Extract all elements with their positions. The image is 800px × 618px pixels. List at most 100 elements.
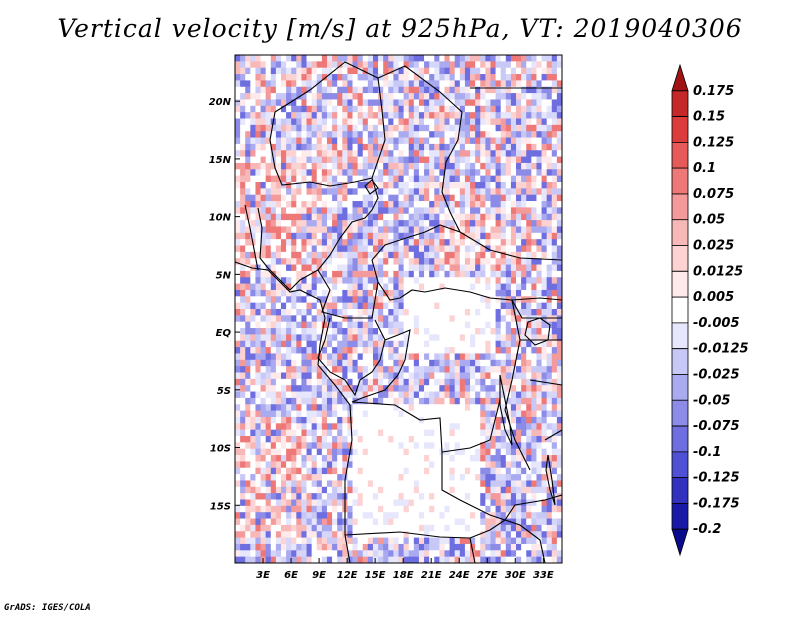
field-cell <box>286 423 292 431</box>
field-cell <box>490 124 496 132</box>
field-cell <box>454 359 461 367</box>
field-cell <box>388 112 394 119</box>
field-cell <box>311 397 318 405</box>
field-cell <box>500 518 507 526</box>
field-cell <box>301 480 307 488</box>
field-cell <box>378 118 384 126</box>
field-cell <box>449 347 456 354</box>
field-cell <box>235 340 241 348</box>
field-cell <box>250 80 256 88</box>
field-cell <box>526 245 532 253</box>
field-cell <box>464 448 471 456</box>
field-cell <box>526 137 532 145</box>
field-cell <box>429 423 435 431</box>
field-cell <box>546 67 553 75</box>
field-cell <box>505 80 512 88</box>
field-cell <box>536 404 542 411</box>
field-cell <box>408 105 415 113</box>
field-cell <box>286 442 292 450</box>
field-cell <box>556 80 563 88</box>
field-cell <box>367 289 374 297</box>
field-cell <box>485 416 491 424</box>
field-cell <box>500 309 507 316</box>
field-cell <box>393 347 399 354</box>
field-cell <box>490 118 496 126</box>
field-cell <box>424 226 430 234</box>
field-cell <box>255 175 261 183</box>
field-cell <box>556 543 563 551</box>
field-cell <box>398 289 405 297</box>
field-cell <box>444 499 450 507</box>
field-cell <box>413 372 420 380</box>
field-cell <box>541 347 548 354</box>
field-cell <box>516 436 522 443</box>
field-cell <box>255 404 261 411</box>
field-cell <box>326 467 333 475</box>
field-cell <box>362 143 369 151</box>
field-cell <box>296 182 302 189</box>
field-cell <box>347 105 353 113</box>
field-cell <box>245 474 251 481</box>
field-cell <box>500 499 507 507</box>
field-cell <box>521 118 527 126</box>
field-cell <box>296 493 302 500</box>
field-cell <box>296 340 302 348</box>
field-cell <box>516 207 522 215</box>
field-cell <box>536 264 542 272</box>
field-cell <box>311 93 318 100</box>
field-cell <box>270 385 277 392</box>
field-cell <box>326 518 333 526</box>
field-cell <box>429 232 435 240</box>
field-cell <box>362 93 369 100</box>
field-cell <box>357 67 364 75</box>
field-cell <box>306 232 313 240</box>
field-cell <box>311 283 318 291</box>
field-cell <box>429 264 435 272</box>
field-cell <box>260 505 267 513</box>
field-cell <box>316 270 323 278</box>
field-cell <box>485 397 491 405</box>
field-cell <box>556 461 563 469</box>
field-cell <box>378 359 384 367</box>
field-cell <box>260 512 267 519</box>
field-cell <box>429 162 435 170</box>
field-cell <box>531 105 537 113</box>
field-cell <box>265 213 272 221</box>
field-cell <box>413 448 420 456</box>
field-cell <box>378 188 384 196</box>
field-cell <box>311 118 318 126</box>
field-cell <box>332 474 338 481</box>
field-cell <box>326 270 333 278</box>
field-cell <box>418 359 425 367</box>
field-cell <box>464 347 471 354</box>
field-cell <box>388 74 394 81</box>
field-cell <box>408 182 415 189</box>
field-cell <box>357 220 364 227</box>
field-cell <box>357 404 364 411</box>
field-cell <box>434 321 440 329</box>
field-cell <box>301 150 307 157</box>
field-cell <box>536 543 542 551</box>
field-cell <box>531 93 537 100</box>
field-cell <box>500 156 507 164</box>
field-cell <box>260 55 267 62</box>
field-cell <box>546 74 553 81</box>
field-cell <box>526 391 532 399</box>
field-cell <box>301 118 307 126</box>
field-cell <box>521 124 527 132</box>
field-cell <box>255 296 261 304</box>
field-cell <box>362 239 369 246</box>
field-cell <box>546 524 553 532</box>
field-cell <box>556 74 563 81</box>
field-cell <box>556 239 563 246</box>
field-cell <box>286 410 292 418</box>
field-cell <box>413 162 420 170</box>
field-cell <box>470 436 476 443</box>
field-cell <box>444 512 450 519</box>
field-cell <box>500 474 507 481</box>
field-cell <box>454 296 461 304</box>
field-cell <box>383 270 389 278</box>
field-cell <box>311 334 318 342</box>
field-cell <box>536 289 542 297</box>
field-cell <box>280 188 287 196</box>
